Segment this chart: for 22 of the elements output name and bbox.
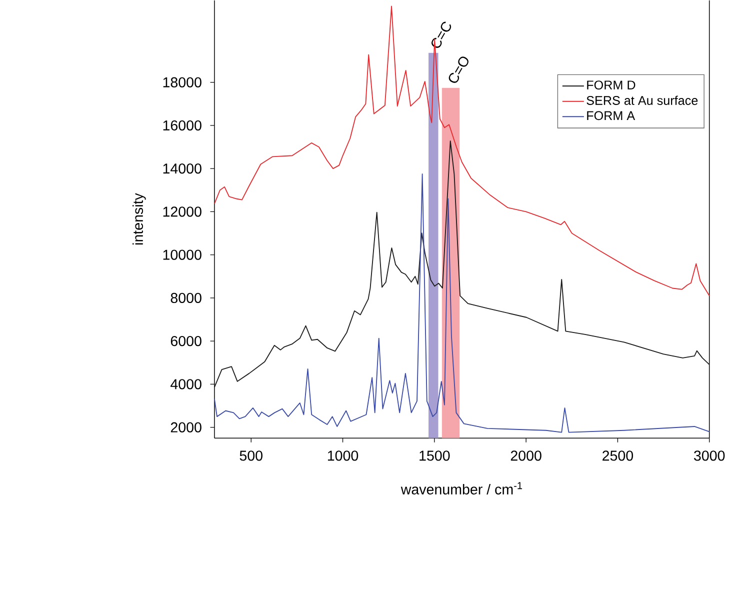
y-tick-label: 16000 [163, 120, 202, 131]
y-tick-label: 18000 [163, 77, 202, 88]
x-tick-label: 2500 [602, 450, 634, 461]
line-series [214, 174, 710, 433]
legend-label: FORM D [587, 80, 636, 90]
x-tick-label: 1500 [420, 450, 450, 461]
y-tick-label: 6000 [170, 336, 202, 346]
y-tick-label: 10000 [163, 250, 202, 260]
y-tick-label: 4000 [170, 379, 202, 390]
x-axis-title: wavenumber / cm$^{-1}$ [400, 482, 522, 495]
line-series [214, 140, 710, 388]
legend-label: FORM A [587, 111, 636, 120]
y-tick-label: 2000 [170, 422, 202, 433]
x-tick-label: 500 [240, 450, 262, 461]
y-tick-label: 14000 [163, 164, 202, 174]
y-axis-title: intensity [132, 193, 146, 245]
y-tick-label: 8000 [170, 293, 202, 304]
x-tick-label: 2000 [510, 450, 542, 461]
x-tick-label: 1000 [328, 450, 358, 461]
legend-label: SERS at Au surface [586, 96, 698, 106]
y-tick-label: 12000 [163, 206, 202, 217]
x-tick-label: 3000 [694, 450, 725, 461]
